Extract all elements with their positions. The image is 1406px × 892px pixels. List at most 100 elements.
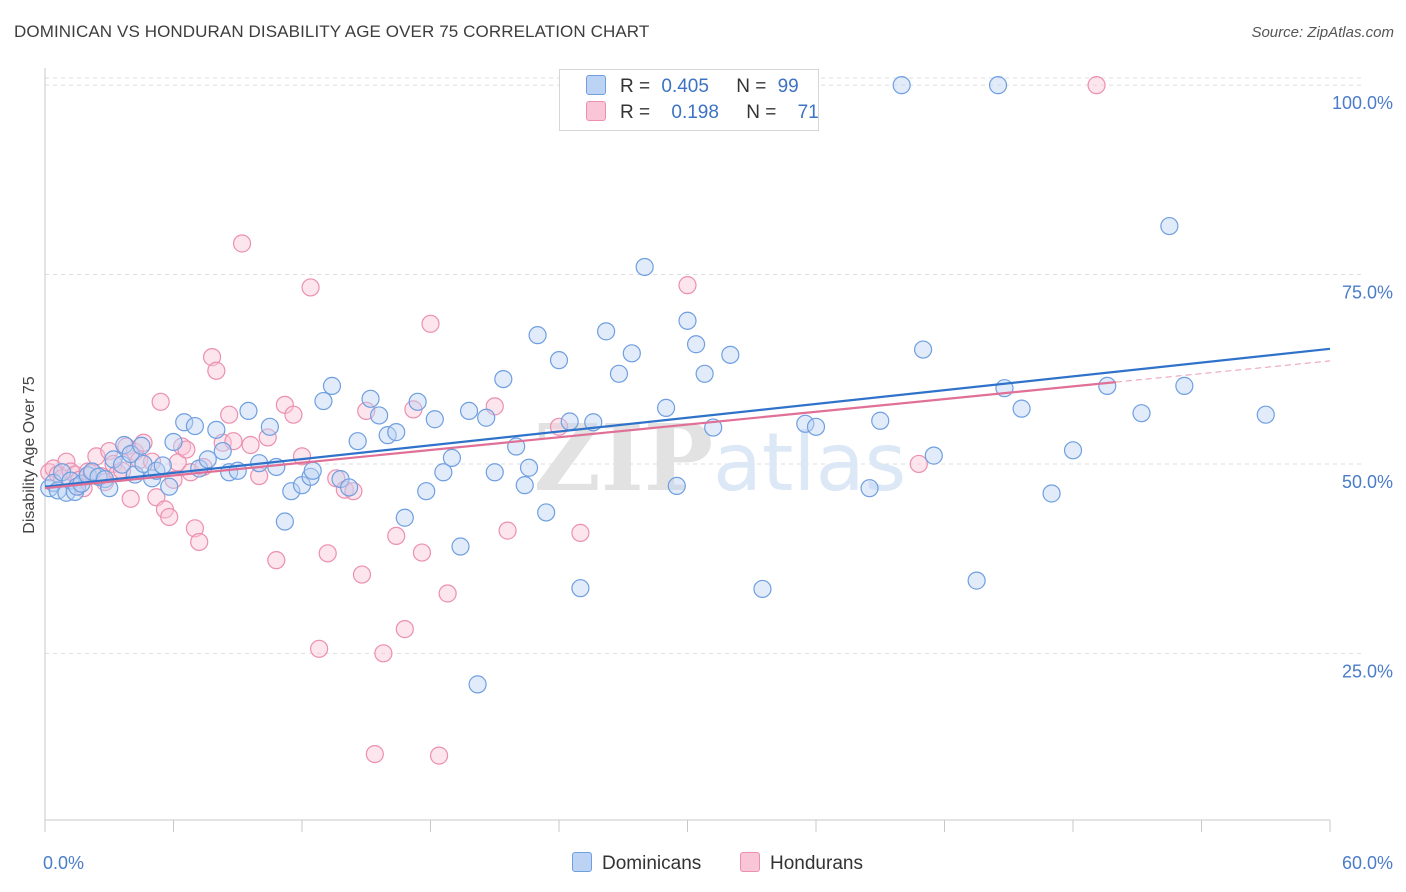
data-point [1042, 484, 1061, 503]
bottom-legend-hondurans: Hondurans [740, 852, 863, 875]
source-label: Source: ZipAtlas.com [1251, 24, 1394, 41]
legend-n-value: 71 [797, 102, 819, 123]
data-point [275, 512, 294, 531]
data-point [796, 414, 815, 433]
data-point [913, 340, 933, 359]
data-point [207, 361, 226, 380]
data-point [387, 423, 406, 442]
data-point [408, 392, 427, 411]
data-point [185, 416, 205, 436]
data-point [498, 521, 517, 540]
data-point [860, 479, 879, 498]
data-point [395, 619, 414, 639]
y-tick-label: 75.0% [1342, 283, 1393, 303]
x-tick-label: 0.0% [43, 853, 84, 873]
data-point [202, 348, 222, 367]
data-point [314, 391, 333, 411]
data-point [220, 405, 239, 424]
bottom-legend-label: Hondurans [770, 853, 863, 874]
trend-lines [44, 347, 1331, 490]
data-point [678, 276, 697, 295]
data-point [909, 454, 928, 474]
legend-swatch-hondurans [586, 101, 606, 121]
data-point [374, 644, 393, 663]
data-point [134, 433, 153, 452]
data-point [340, 478, 359, 497]
data-point [549, 351, 569, 370]
data-point [871, 411, 890, 430]
data-point [678, 311, 697, 330]
data-point [1160, 216, 1179, 236]
legend-n-value: 99 [777, 76, 799, 97]
data-point [528, 326, 547, 345]
data-point [571, 523, 590, 542]
trend-line-hondurans [44, 381, 1116, 490]
legend-n-label: N = [746, 102, 777, 123]
data-point [185, 519, 205, 538]
y-tick-label: 50.0% [1342, 472, 1393, 492]
data-point [104, 450, 123, 469]
x-tick-labels: 0.0% 60.0% [43, 853, 1393, 873]
data-point [656, 398, 676, 417]
trend-line-dominicans [44, 347, 1331, 488]
data-point [352, 565, 372, 584]
data-point [151, 392, 170, 411]
data-point [267, 551, 286, 570]
data-point [686, 335, 706, 354]
data-point [160, 477, 179, 496]
data-point [153, 456, 172, 475]
data-point [468, 675, 487, 694]
data-point [892, 76, 911, 95]
data-point [417, 482, 436, 501]
y-axis-label: Disability Age Over 75 [21, 376, 38, 534]
data-point [121, 489, 140, 508]
data-point [207, 420, 226, 439]
data-point [284, 405, 303, 424]
data-point [477, 408, 496, 427]
data-point [515, 476, 534, 495]
data-point [967, 571, 986, 590]
data-point [387, 526, 406, 546]
data-point [301, 278, 320, 297]
y-tick-label: 25.0% [1342, 661, 1393, 681]
data-point [57, 452, 76, 471]
data-point [395, 508, 414, 527]
data-point [1063, 441, 1083, 460]
data-point [164, 432, 183, 452]
data-point [425, 410, 444, 429]
legend-row-hondurans: R = 0.198 N = 71 [586, 101, 819, 127]
data-point [412, 543, 432, 562]
data-point [370, 406, 389, 425]
data-point [537, 503, 556, 522]
legend-r-value: 0.198 [671, 102, 719, 123]
data-point [198, 450, 217, 469]
data-point [597, 322, 616, 341]
x-tick-label: 60.0% [1342, 853, 1393, 873]
legend-r-label: R = [620, 102, 651, 123]
y-tick-labels: 25.0% 50.0% 75.0% 100.0% [1332, 93, 1393, 681]
data-point [361, 389, 380, 408]
data-point [429, 746, 449, 765]
data-point [438, 584, 457, 603]
data-point [560, 412, 579, 431]
legend-n-label: N = [736, 76, 767, 97]
data-point [190, 532, 209, 552]
data-point [721, 345, 740, 364]
trend-line-hondurans-extension [1115, 360, 1331, 383]
data-point [806, 417, 826, 436]
series-hondurans [40, 76, 1106, 765]
bottom-legend-swatch-hondurans [740, 852, 760, 872]
data-point [348, 432, 367, 451]
axes [44, 68, 1331, 832]
data-point [282, 482, 301, 501]
data-point [635, 257, 654, 277]
data-point [260, 417, 279, 436]
data-point [310, 639, 329, 658]
data-point [175, 413, 194, 432]
data-point [451, 537, 470, 556]
data-point [1132, 404, 1151, 423]
legend-r-label: R = [620, 76, 651, 97]
data-point [322, 376, 342, 396]
y-tick-label: 100.0% [1332, 93, 1393, 113]
